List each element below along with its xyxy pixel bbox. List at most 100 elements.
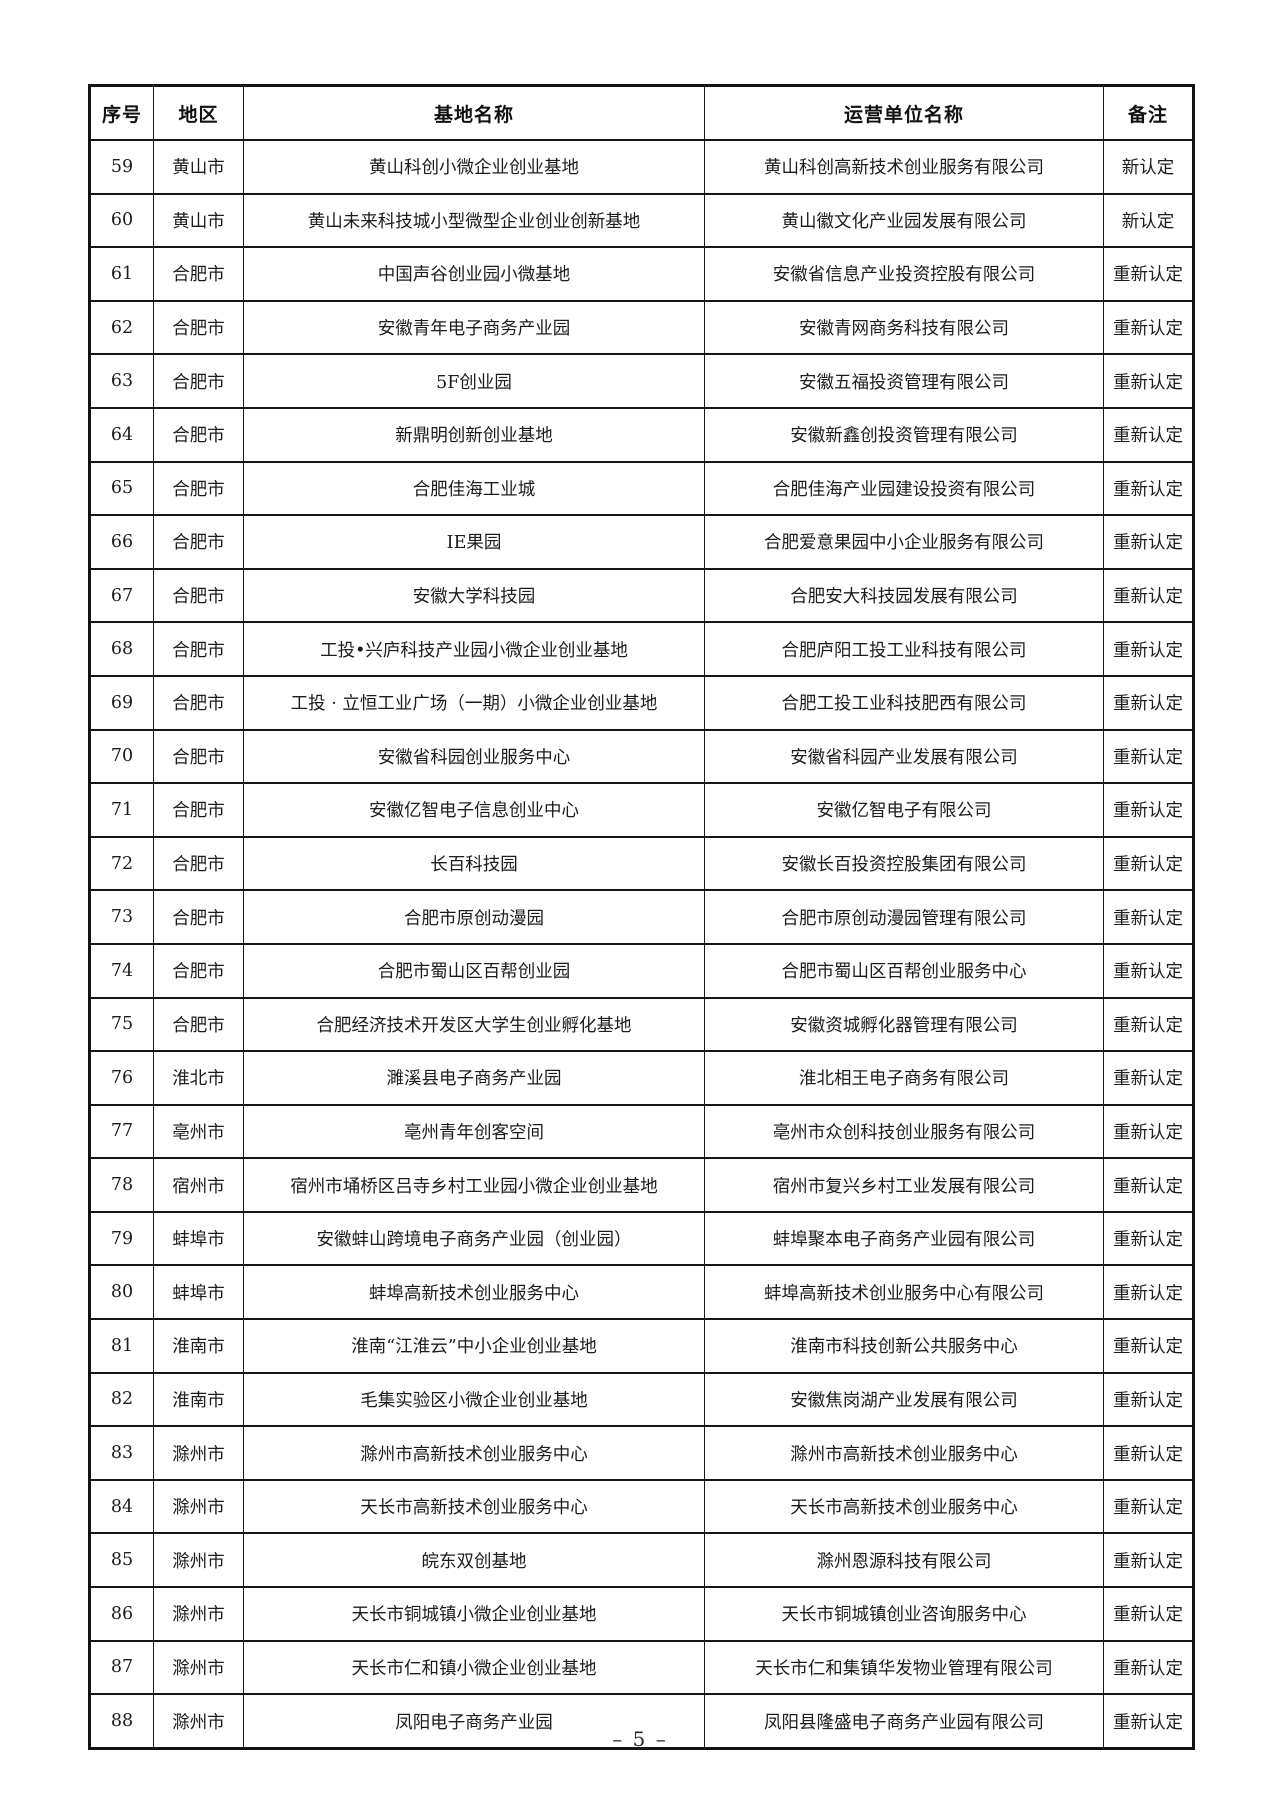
cell-region: 合肥市 bbox=[153, 460, 244, 517]
cell-operator: 蚌埠高新技术创业服务中心有限公司 bbox=[704, 1264, 1104, 1321]
table-row: 68 合肥市 工投•兴庐科技产业园小微企业创业基地 合肥庐阳工投工业科技有限公司 重新认… bbox=[89, 621, 1194, 677]
cell-no: 74 bbox=[89, 942, 154, 999]
table-row: 59 黄山市 黄山科创小微企业创业基地 黄山科创高新技术创业服务有限公司 新认定 bbox=[89, 139, 1194, 195]
cell-region: 亳州市 bbox=[153, 1103, 244, 1160]
cell-operator: 安徽青网商务科技有限公司 bbox=[704, 299, 1104, 356]
table-row: 79 蚌埠市 安徽蚌山跨境电子商务产业园（创业园） 蚌埠聚本电子商务产业园有限公司 重新… bbox=[89, 1210, 1194, 1267]
cell-operator: 安徽五福投资管理有限公司 bbox=[704, 353, 1104, 409]
cell-region: 滁州市 bbox=[153, 1586, 244, 1642]
cell-no: 82 bbox=[89, 1371, 154, 1428]
cell-region: 黄山市 bbox=[153, 139, 244, 195]
cell-note: 重新认定 bbox=[1103, 728, 1194, 785]
cell-note: 重新认定 bbox=[1103, 1639, 1194, 1696]
cell-no: 85 bbox=[89, 1532, 154, 1589]
table-row: 61 合肥市 中国声谷创业园小微基地 安徽省信息产业投资控股有限公司 重新认定 bbox=[89, 246, 1194, 302]
cell-operator: 合肥庐阳工投工业科技有限公司 bbox=[704, 621, 1104, 677]
table-body: 59 黄山市 黄山科创小微企业创业基地 黄山科创高新技术创业服务有限公司 新认定 60 黄山… bbox=[89, 139, 1194, 1750]
cell-base-name: 天长市铜城镇小微企业创业基地 bbox=[243, 1586, 705, 1642]
cell-base-name: 滁州市高新技术创业服务中心 bbox=[243, 1425, 705, 1481]
cell-operator: 合肥市原创动漫园管理有限公司 bbox=[704, 889, 1104, 945]
cell-base-name: 长百科技园 bbox=[243, 835, 705, 892]
cell-region: 宿州市 bbox=[153, 1157, 244, 1213]
cell-note: 重新认定 bbox=[1103, 1157, 1194, 1213]
cell-no: 88 bbox=[89, 1693, 154, 1750]
cell-note: 重新认定 bbox=[1103, 353, 1194, 409]
cell-note: 重新认定 bbox=[1103, 1371, 1194, 1428]
cell-operator: 滁州恩源科技有限公司 bbox=[704, 1532, 1104, 1589]
cell-base-name: 蚌埠高新技术创业服务中心 bbox=[243, 1264, 705, 1321]
cell-note: 重新认定 bbox=[1103, 1586, 1194, 1642]
cell-no: 72 bbox=[89, 835, 154, 892]
table-row: 72 合肥市 长百科技园 安徽长百投资控股集团有限公司 重新认定 bbox=[89, 835, 1194, 892]
cell-note: 重新认定 bbox=[1103, 299, 1194, 356]
table-row: 86 滁州市 天长市铜城镇小微企业创业基地 天长市铜城镇创业咨询服务中心 重新认定 bbox=[89, 1586, 1194, 1642]
cell-no: 63 bbox=[89, 353, 154, 409]
table-row: 71 合肥市 安徽亿智电子信息创业中心 安徽亿智电子有限公司 重新认定 bbox=[89, 782, 1194, 838]
cell-note: 重新认定 bbox=[1103, 835, 1194, 892]
cell-region: 淮南市 bbox=[153, 1371, 244, 1428]
cell-region: 合肥市 bbox=[153, 621, 244, 677]
cell-base-name: 合肥佳海工业城 bbox=[243, 460, 705, 517]
cell-note: 重新认定 bbox=[1103, 1264, 1194, 1321]
cell-base-name: 5F创业园 bbox=[243, 353, 705, 409]
cell-note: 重新认定 bbox=[1103, 514, 1194, 570]
cell-base-name: 合肥市原创动漫园 bbox=[243, 889, 705, 945]
page-number: – 5 – bbox=[612, 1727, 668, 1751]
cell-base-name: 淮南“江淮云”中小企业创业基地 bbox=[243, 1318, 705, 1374]
table-header: 序号 地区 基地名称 运营单位名称 备注 bbox=[89, 84, 1194, 141]
cell-operator: 安徽亿智电子有限公司 bbox=[704, 782, 1104, 838]
cell-no: 81 bbox=[89, 1318, 154, 1374]
cell-no: 68 bbox=[89, 621, 154, 677]
cell-no: 83 bbox=[89, 1425, 154, 1481]
cell-operator: 天长市高新技术创业服务中心 bbox=[704, 1478, 1104, 1535]
table-row: 73 合肥市 合肥市原创动漫园 合肥市原创动漫园管理有限公司 重新认定 bbox=[89, 889, 1194, 945]
table-row: 80 蚌埠市 蚌埠高新技术创业服务中心 蚌埠高新技术创业服务中心有限公司 重新认定 bbox=[89, 1264, 1194, 1321]
cell-operator: 蚌埠聚本电子商务产业园有限公司 bbox=[704, 1210, 1104, 1267]
cell-region: 合肥市 bbox=[153, 996, 244, 1053]
table-row: 88 滁州市 凤阳电子商务产业园 凤阳县隆盛电子商务产业园有限公司 重新认定 bbox=[89, 1693, 1194, 1750]
cell-region: 合肥市 bbox=[153, 889, 244, 945]
table-row: 69 合肥市 工投 · 立恒工业广场（一期）小微企业创业基地 合肥工投工业科技肥西有限… bbox=[89, 674, 1194, 731]
header-cell-note: 备注 bbox=[1103, 84, 1194, 141]
cell-base-name: IE果园 bbox=[243, 514, 705, 570]
cell-note: 重新认定 bbox=[1103, 1478, 1194, 1535]
cell-no: 69 bbox=[89, 674, 154, 731]
cell-base-name: 宿州市埇桥区吕寺乡村工业园小微企业创业基地 bbox=[243, 1157, 705, 1213]
table-row: 66 合肥市 IE果园 合肥爱意果园中小企业服务有限公司 重新认定 bbox=[89, 514, 1194, 570]
cell-operator: 安徽焦岗湖产业发展有限公司 bbox=[704, 1371, 1104, 1428]
cell-region: 合肥市 bbox=[153, 406, 244, 463]
table-row: 75 合肥市 合肥经济技术开发区大学生创业孵化基地 安徽资城孵化器管理有限公司 重新认定 bbox=[89, 996, 1194, 1053]
cell-base-name: 新鼎明创新创业基地 bbox=[243, 406, 705, 463]
table-row: 63 合肥市 5F创业园 安徽五福投资管理有限公司 重新认定 bbox=[89, 353, 1194, 409]
cell-base-name: 合肥经济技术开发区大学生创业孵化基地 bbox=[243, 996, 705, 1053]
cell-operator: 滁州市高新技术创业服务中心 bbox=[704, 1425, 1104, 1481]
cell-base-name: 安徽蚌山跨境电子商务产业园（创业园） bbox=[243, 1210, 705, 1267]
cell-note: 重新认定 bbox=[1103, 782, 1194, 838]
table-row: 67 合肥市 安徽大学科技园 合肥安大科技园发展有限公司 重新认定 bbox=[89, 567, 1194, 624]
cell-base-name: 工投 · 立恒工业广场（一期）小微企业创业基地 bbox=[243, 674, 705, 731]
cell-note: 重新认定 bbox=[1103, 996, 1194, 1053]
table-row: 76 淮北市 濉溪县电子商务产业园 淮北相王电子商务有限公司 重新认定 bbox=[89, 1050, 1194, 1106]
table-row: 77 亳州市 亳州青年创客空间 亳州市众创科技创业服务有限公司 重新认定 bbox=[89, 1103, 1194, 1160]
cell-region: 滁州市 bbox=[153, 1693, 244, 1750]
table-row: 82 淮南市 毛集实验区小微企业创业基地 安徽焦岗湖产业发展有限公司 重新认定 bbox=[89, 1371, 1194, 1428]
cell-region: 合肥市 bbox=[153, 674, 244, 731]
table-row: 84 滁州市 天长市高新技术创业服务中心 天长市高新技术创业服务中心 重新认定 bbox=[89, 1478, 1194, 1535]
cell-no: 73 bbox=[89, 889, 154, 945]
cell-no: 67 bbox=[89, 567, 154, 624]
cell-region: 合肥市 bbox=[153, 299, 244, 356]
cell-no: 75 bbox=[89, 996, 154, 1053]
table-row: 85 滁州市 皖东双创基地 滁州恩源科技有限公司 重新认定 bbox=[89, 1532, 1194, 1589]
cell-base-name: 濉溪县电子商务产业园 bbox=[243, 1050, 705, 1106]
cell-note: 重新认定 bbox=[1103, 460, 1194, 517]
table-row: 60 黄山市 黄山未来科技城小型微型企业创业创新基地 黄山徽文化产业园发展有限公司 新认… bbox=[89, 192, 1194, 249]
cell-base-name: 皖东双创基地 bbox=[243, 1532, 705, 1589]
cell-no: 84 bbox=[89, 1478, 154, 1535]
cell-note: 重新认定 bbox=[1103, 1693, 1194, 1750]
cell-region: 合肥市 bbox=[153, 728, 244, 785]
cell-operator: 安徽长百投资控股集团有限公司 bbox=[704, 835, 1104, 892]
cell-note: 重新认定 bbox=[1103, 889, 1194, 945]
cell-no: 86 bbox=[89, 1586, 154, 1642]
bases-table: 序号 地区 基地名称 运营单位名称 备注 59 黄山市 黄山科创小微企业创业基地 黄山… bbox=[88, 84, 1195, 1750]
table-row: 62 合肥市 安徽青年电子商务产业园 安徽青网商务科技有限公司 重新认定 bbox=[89, 299, 1194, 356]
